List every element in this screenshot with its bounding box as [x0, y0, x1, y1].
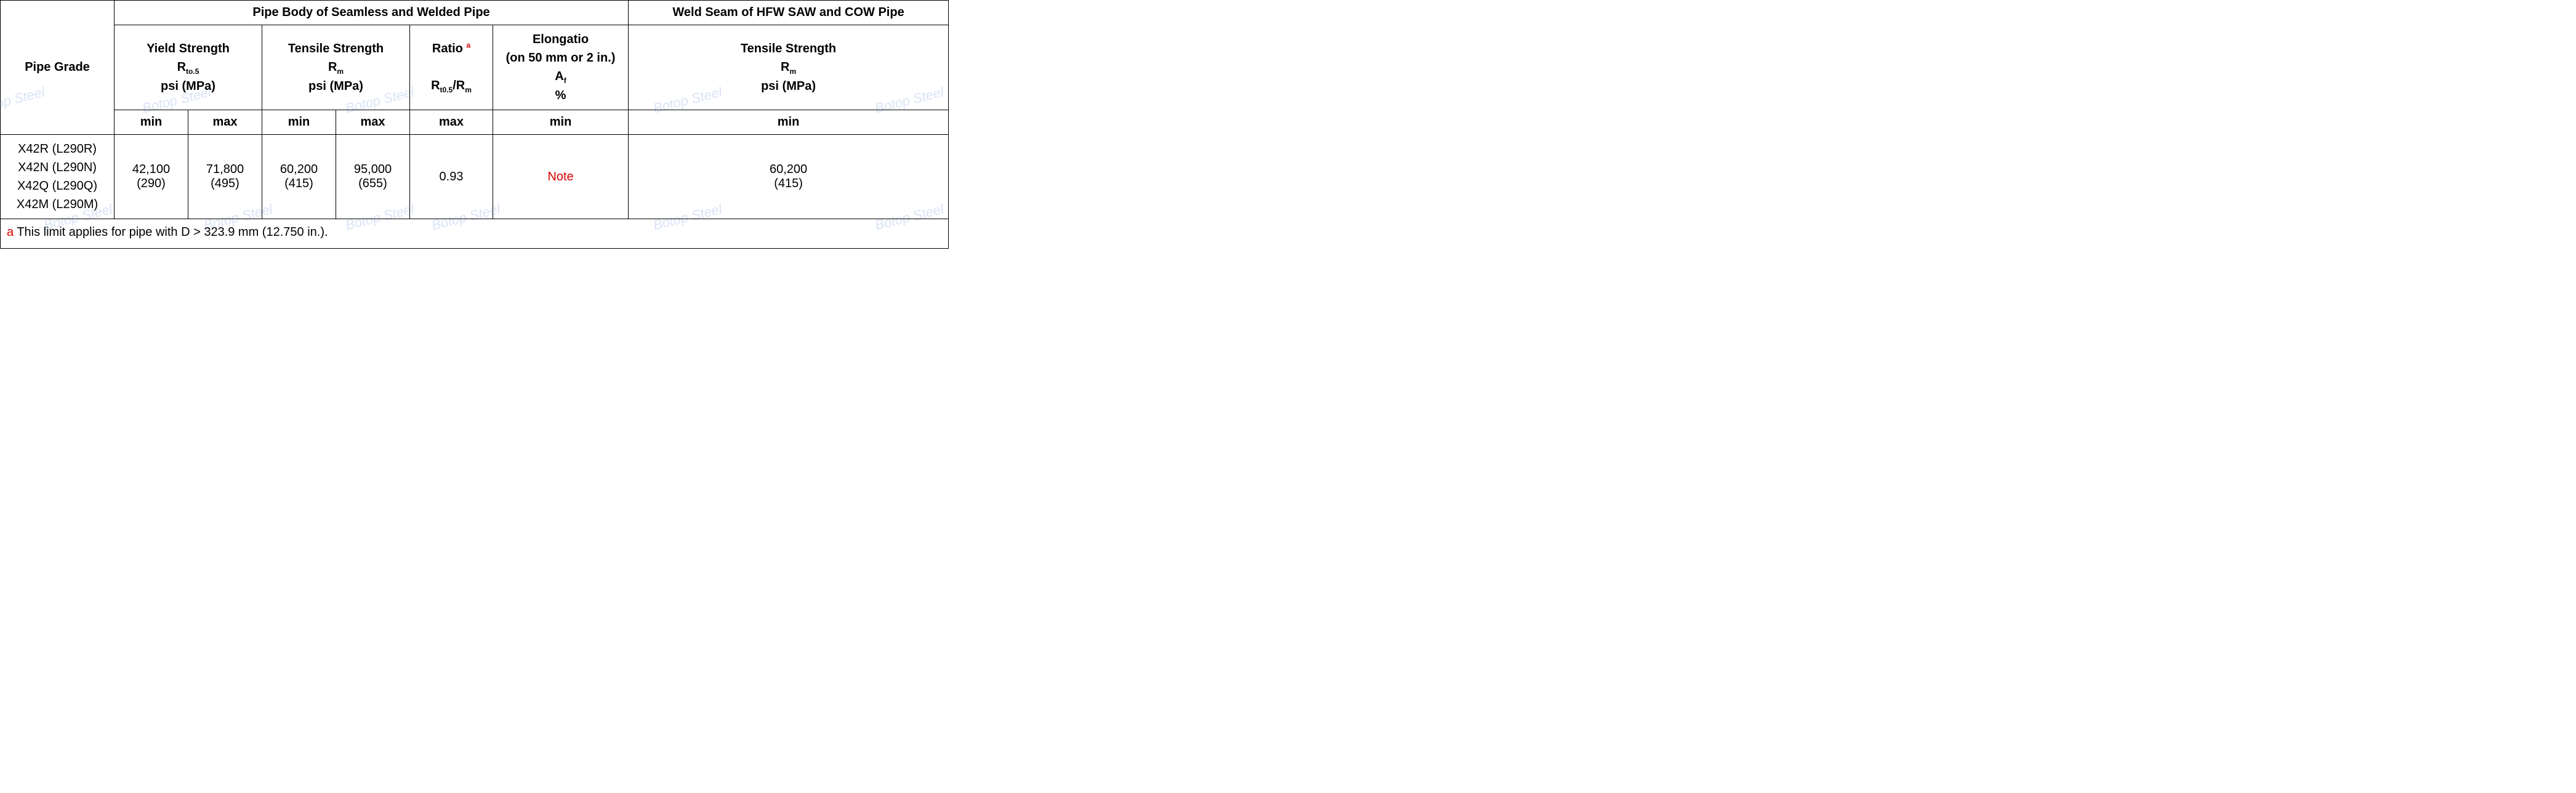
symbol-r: R	[781, 60, 789, 74]
ts-min-header: min	[262, 110, 336, 135]
col-header-pipe-body: Pipe Body of Seamless and Welded Pipe	[115, 1, 629, 25]
label: Yield Strength	[147, 42, 230, 55]
col-header-yield-strength: Yield Strength Rto.5 psi (MPa)	[115, 25, 262, 110]
grade: X42Q (L290Q)	[17, 179, 97, 193]
grade: X42M (L290M)	[17, 198, 98, 211]
cell-weld-ts-min: 60,200 (415)	[629, 135, 949, 219]
unit: psi (MPa)	[761, 79, 816, 93]
symbol-sub: f	[564, 76, 566, 85]
label: Weld Seam of HFW SAW and COW Pipe	[672, 6, 904, 19]
grade: X42N (L290N)	[18, 161, 97, 174]
ratio-r-right-sub: m	[465, 86, 472, 94]
table-row: X42R (L290R) X42N (L290N) X42Q (L290Q) X…	[1, 135, 949, 219]
ratio-r-right: R	[456, 79, 465, 92]
col-header-tensile-strength: Tensile Strength Rm psi (MPa)	[262, 25, 410, 110]
symbol-sub: m	[337, 67, 344, 76]
psi: 60,200	[280, 163, 318, 176]
ys-min-header: min	[115, 110, 188, 135]
mpa: (415)	[284, 177, 313, 190]
grade: X42R (L290R)	[18, 142, 97, 156]
psi: 95,000	[354, 163, 392, 176]
col-header-weld-tensile: Tensile Strength Rm psi (MPa)	[629, 25, 949, 110]
weld-min-header: min	[629, 110, 949, 135]
col-header-elongation: Elongatio (on 50 mm or 2 in.) Af %	[493, 25, 629, 110]
ratio-max-header: max	[410, 110, 493, 135]
note-link: Note	[547, 170, 573, 183]
psi: 71,800	[206, 163, 244, 176]
unit: psi (MPa)	[308, 79, 363, 93]
mpa: (415)	[774, 177, 803, 190]
symbol-sub: to.5	[186, 67, 199, 76]
footnote-row: a This limit applies for pipe with D > 3…	[1, 219, 949, 249]
header-row-1: Pipe Grade Pipe Body of Seamless and Wel…	[1, 1, 949, 25]
footnote-text: This limit applies for pipe with D > 323…	[14, 225, 328, 239]
label: Tensile Strength	[288, 42, 384, 55]
spec-table: Pipe Grade Pipe Body of Seamless and Wel…	[0, 0, 949, 249]
mpa: (290)	[137, 177, 166, 190]
symbol-r: R	[177, 60, 186, 74]
mpa: (655)	[358, 177, 387, 190]
col-header-weld-seam: Weld Seam of HFW SAW and COW Pipe	[629, 1, 949, 25]
label: Pipe Body of Seamless and Welded Pipe	[252, 6, 489, 19]
cell-ys-max: 71,800 (495)	[188, 135, 262, 219]
symbol-sub: m	[789, 67, 796, 76]
footnote-cell: a This limit applies for pipe with D > 3…	[1, 219, 949, 249]
ratio-r-left: R	[431, 79, 440, 92]
ts-max-header: max	[336, 110, 410, 135]
ratio-r-left-sub: t0.5	[440, 86, 453, 94]
unit: psi (MPa)	[161, 79, 215, 93]
psi: 42,100	[132, 163, 170, 176]
header-row-2: Yield Strength Rto.5 psi (MPa) Tensile S…	[1, 25, 949, 110]
cell-elong-min: Note	[493, 135, 629, 219]
label: Elongatio	[533, 33, 589, 46]
cell-ratio-max: 0.93	[410, 135, 493, 219]
percent: %	[555, 89, 566, 102]
header-row-3: min max min max max min min	[1, 110, 949, 135]
elong-sub: (on 50 mm or 2 in.)	[506, 51, 616, 65]
label: Tensile Strength	[741, 42, 836, 55]
label: Pipe Grade	[25, 60, 90, 74]
col-header-ratio: Ratio a Rt0.5/Rm	[410, 25, 493, 110]
symbol-r: R	[328, 60, 337, 74]
footnote-mark: a	[7, 225, 14, 239]
mpa: (495)	[211, 177, 239, 190]
cell-ts-max: 95,000 (655)	[336, 135, 410, 219]
cell-ts-min: 60,200 (415)	[262, 135, 336, 219]
elong-min-header: min	[493, 110, 629, 135]
col-header-pipe-grade: Pipe Grade	[1, 1, 115, 135]
symbol-a: A	[555, 70, 563, 83]
table-wrapper: Botop Steel Botop Steel Botop Steel Boto…	[0, 0, 948, 249]
psi: 60,200	[770, 163, 807, 176]
ys-max-header: max	[188, 110, 262, 135]
label: Ratio	[432, 42, 463, 55]
cell-pipe-grades: X42R (L290R) X42N (L290N) X42Q (L290Q) X…	[1, 135, 115, 219]
value: 0.93	[440, 170, 464, 183]
ratio-footnote-mark: a	[466, 41, 470, 49]
cell-ys-min: 42,100 (290)	[115, 135, 188, 219]
